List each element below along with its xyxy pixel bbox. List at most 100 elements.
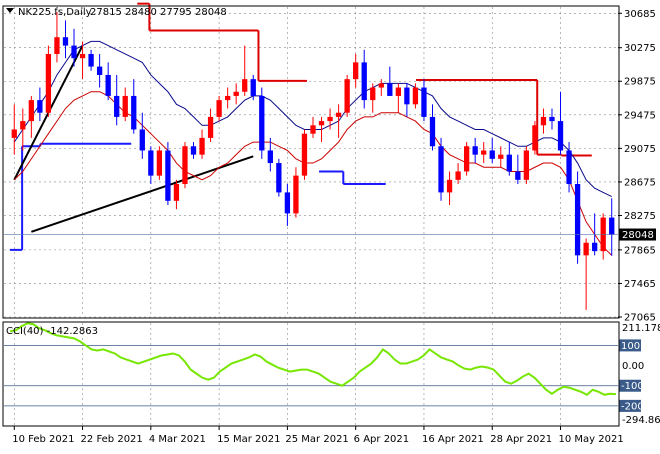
candle-up: [182, 146, 188, 185]
candle-up: [20, 121, 26, 130]
cci-line-group: [9, 322, 617, 396]
current-price-tag: [619, 228, 656, 241]
ohlc-label: 27815 28480 27795 28048: [90, 7, 227, 18]
price-tick-label: 28675: [624, 177, 656, 188]
candle-down: [506, 154, 512, 172]
candle-down: [148, 150, 154, 176]
price-tick-label: 29075: [624, 144, 656, 155]
time-tick-label: 15 Mar 2021: [217, 434, 280, 445]
candle-down: [429, 116, 436, 147]
candle-down: [472, 146, 478, 155]
candle-up: [293, 175, 299, 214]
candle-up: [463, 146, 470, 172]
candle-up: [412, 87, 419, 105]
candle-down: [114, 95, 120, 117]
candle-up: [327, 116, 333, 122]
candle-up: [11, 129, 17, 138]
time-tick-label: 22 Feb 2021: [81, 434, 143, 445]
cci-line: [9, 322, 617, 396]
candle-down: [165, 150, 171, 201]
candle-up: [28, 100, 34, 122]
candle-down: [105, 74, 111, 96]
candle-up: [54, 37, 60, 54]
cci-tick-label: 0.00: [622, 361, 644, 372]
candle-up: [481, 150, 487, 155]
candle-down: [267, 150, 273, 164]
cci-tick-label: -100: [621, 381, 644, 392]
price-tick-label: 28275: [624, 211, 656, 222]
time-tick-label: 6 Apr 2021: [354, 434, 409, 445]
candle-up: [216, 100, 222, 117]
candle-up: [583, 242, 589, 256]
candle-down: [566, 150, 572, 185]
main-pane-frame: [2, 5, 620, 319]
cci-tick-label: -200: [621, 401, 644, 412]
price-tick-label: 29475: [624, 110, 656, 121]
candle-up: [395, 87, 401, 96]
candle-down: [259, 95, 265, 151]
candle-down: [574, 184, 581, 256]
candle-down: [421, 87, 427, 117]
candle-up: [199, 137, 205, 155]
candle-down: [62, 37, 69, 46]
lower-band-line: [13, 91, 613, 256]
cci-tick-label: -294.862: [622, 415, 660, 426]
cci-level-tag: [619, 379, 641, 392]
trendline: [31, 155, 254, 233]
time-axis: 10 Feb 2021 22 Feb 2021 4 Mar 2021 15 Mar 2…: [12, 426, 624, 445]
cci-level-tag: [619, 339, 641, 352]
time-tick-label: 28 Apr 2021: [490, 434, 552, 445]
cci-level-tag: [619, 399, 641, 412]
candle-down: [71, 45, 77, 59]
candle-up: [498, 154, 504, 159]
candle-down: [361, 62, 367, 101]
candle-down: [557, 121, 564, 151]
candle-up: [233, 91, 239, 96]
price-levels: [10, 2, 592, 251]
candle-up: [79, 53, 86, 59]
candle-up: [173, 184, 180, 201]
price-tick-label: 27065: [624, 313, 656, 324]
price-tick-label: 27465: [624, 279, 656, 290]
candle-down: [609, 217, 615, 235]
cci-label: CCI(40) -142.2863: [6, 326, 98, 337]
price-tick-label: 30685: [624, 9, 656, 20]
candle-up: [318, 121, 325, 126]
main-grid: [4, 7, 618, 318]
candle-down: [592, 242, 598, 252]
price-tick-label: 29875: [624, 77, 656, 88]
candle-down: [190, 146, 197, 155]
candle-down: [404, 87, 410, 105]
price-axis: 30685 30275 29875 29475 29075 28675 28275 27865…: [4, 9, 656, 324]
price-tick-label: 27865: [624, 245, 656, 256]
candle-down: [489, 150, 495, 159]
candle-up: [370, 87, 376, 101]
candle-down: [250, 79, 256, 96]
candle-up: [156, 150, 163, 176]
candle-down: [131, 95, 137, 130]
candle-up: [335, 112, 342, 117]
candle-up: [540, 116, 547, 126]
time-tick-label: 10 May 2021: [559, 434, 624, 445]
candle-up: [344, 79, 350, 113]
candle-up: [207, 116, 214, 138]
candle-up: [301, 133, 308, 176]
candle-down: [37, 100, 43, 113]
time-tick-label: 16 Apr 2021: [422, 434, 484, 445]
candle-up: [523, 150, 530, 180]
candle-down: [139, 129, 145, 151]
candle-down: [438, 146, 444, 193]
cci-pane-frame: [2, 321, 620, 427]
price-tick-label: 30275: [624, 43, 656, 54]
candle-up: [45, 53, 52, 113]
candle-down: [549, 116, 555, 122]
time-tick-label: 4 Mar 2021: [149, 434, 206, 445]
triangle-down-icon[interactable]: [6, 8, 14, 13]
candle-up: [225, 95, 231, 101]
candle-up: [532, 125, 538, 151]
candle-up: [353, 62, 359, 80]
candles: [11, 12, 615, 310]
candle-up: [378, 83, 384, 88]
cci-axis: 211.1788 100 0.00 -100 -200 -294.862: [619, 323, 660, 426]
